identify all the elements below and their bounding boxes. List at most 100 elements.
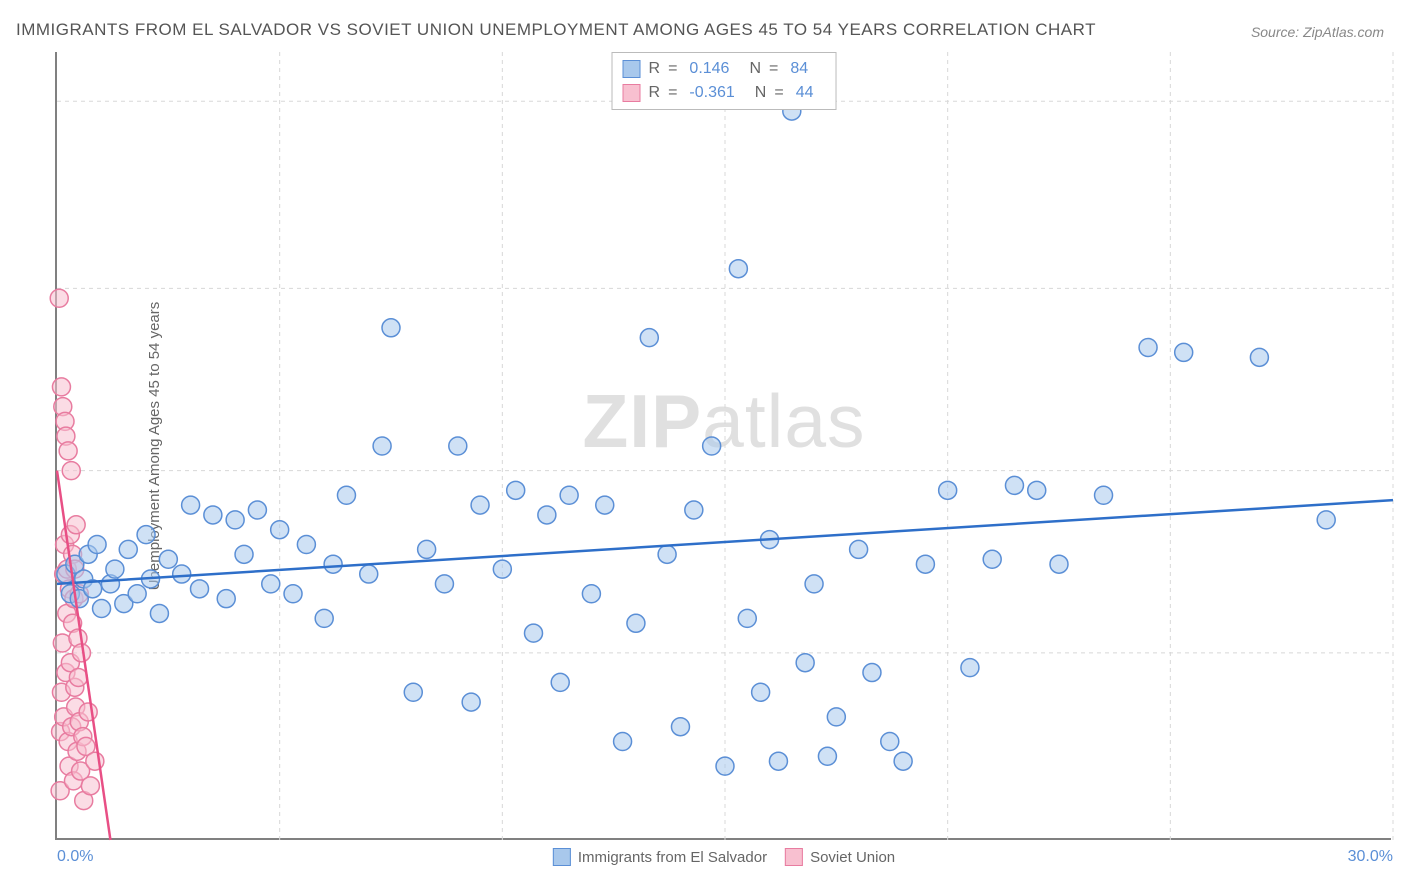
- data-point: [1028, 481, 1046, 499]
- data-point: [191, 580, 209, 598]
- eq-label-p2: =: [774, 84, 783, 102]
- data-point: [59, 442, 77, 460]
- data-point: [850, 540, 868, 558]
- data-point: [373, 437, 391, 455]
- data-point: [150, 604, 168, 622]
- data-point: [805, 575, 823, 593]
- data-point: [729, 260, 747, 278]
- r-label: R: [649, 60, 661, 78]
- data-point: [796, 654, 814, 672]
- data-point: [50, 289, 68, 307]
- data-point: [79, 703, 97, 721]
- legend-swatch-blue-icon: [553, 848, 571, 866]
- data-point: [703, 437, 721, 455]
- data-point: [382, 319, 400, 337]
- data-point: [961, 659, 979, 677]
- data-point: [939, 481, 957, 499]
- data-point: [983, 550, 1001, 568]
- data-point: [1095, 486, 1113, 504]
- data-point: [128, 585, 146, 603]
- legend-item-blue: Immigrants from El Salvador: [553, 848, 767, 866]
- data-point: [525, 624, 543, 642]
- data-point: [827, 708, 845, 726]
- data-point: [658, 545, 676, 563]
- data-point: [217, 590, 235, 608]
- data-point: [894, 752, 912, 770]
- data-point: [671, 718, 689, 736]
- data-point: [360, 565, 378, 583]
- r-label-p: R: [649, 84, 661, 102]
- data-point: [435, 575, 453, 593]
- data-point: [284, 585, 302, 603]
- y-tick-label: 11.2%: [1396, 279, 1406, 297]
- data-point: [1005, 476, 1023, 494]
- data-point: [627, 614, 645, 632]
- data-point: [93, 600, 111, 618]
- data-point: [81, 777, 99, 795]
- data-point: [248, 501, 266, 519]
- data-point: [538, 506, 556, 524]
- data-point: [404, 683, 422, 701]
- plot-area: ZIPatlas R = 0.146 N = 84 R = -0.361 N =…: [55, 52, 1391, 840]
- data-point: [137, 526, 155, 544]
- eq-label-2: =: [769, 60, 778, 78]
- y-tick-label: 7.5%: [1396, 462, 1406, 480]
- legend-item-pink: Soviet Union: [785, 848, 895, 866]
- data-point: [226, 511, 244, 529]
- x-tick-label: 30.0%: [1348, 848, 1393, 866]
- data-point: [738, 609, 756, 627]
- data-point: [507, 481, 525, 499]
- data-point: [418, 540, 436, 558]
- stats-row-pink: R = -0.361 N = 44: [623, 81, 826, 105]
- data-point: [297, 536, 315, 554]
- data-point: [52, 378, 70, 396]
- data-point: [337, 486, 355, 504]
- data-point: [324, 555, 342, 573]
- data-point: [863, 664, 881, 682]
- n-label: N: [749, 60, 761, 78]
- data-point: [1139, 339, 1157, 357]
- chart-title: IMMIGRANTS FROM EL SALVADOR VS SOVIET UN…: [16, 20, 1096, 40]
- data-point: [315, 609, 333, 627]
- data-point: [67, 516, 85, 534]
- legend-label-blue: Immigrants from El Salvador: [578, 849, 767, 866]
- data-point: [235, 545, 253, 563]
- data-point: [262, 575, 280, 593]
- source-label: Source: ZipAtlas.com: [1251, 24, 1384, 40]
- n-value-blue: 84: [790, 60, 808, 78]
- eq-label: =: [668, 60, 677, 78]
- data-point: [173, 565, 191, 583]
- n-value-pink: 44: [796, 84, 814, 102]
- stats-box: R = 0.146 N = 84 R = -0.361 N = 44: [612, 52, 837, 110]
- bottom-legend: Immigrants from El Salvador Soviet Union: [553, 848, 895, 866]
- data-point: [1050, 555, 1068, 573]
- scatter-svg: [57, 52, 1391, 838]
- data-point: [716, 757, 734, 775]
- y-tick-label: 15.0%: [1396, 92, 1406, 110]
- data-point: [881, 733, 899, 751]
- stats-row-blue: R = 0.146 N = 84: [623, 57, 826, 81]
- data-point: [769, 752, 787, 770]
- data-point: [69, 668, 87, 686]
- data-point: [818, 747, 836, 765]
- data-point: [471, 496, 489, 514]
- data-point: [182, 496, 200, 514]
- r-value-pink: -0.361: [689, 84, 734, 102]
- data-point: [462, 693, 480, 711]
- data-point: [582, 585, 600, 603]
- data-point: [916, 555, 934, 573]
- data-point: [271, 521, 289, 539]
- data-point: [106, 560, 124, 578]
- legend-label-pink: Soviet Union: [810, 849, 895, 866]
- data-point: [560, 486, 578, 504]
- swatch-pink-icon: [623, 84, 641, 102]
- x-tick-label: 0.0%: [57, 848, 93, 866]
- legend-swatch-pink-icon: [785, 848, 803, 866]
- data-point: [88, 536, 106, 554]
- data-point: [449, 437, 467, 455]
- data-point: [204, 506, 222, 524]
- r-value-blue: 0.146: [689, 60, 729, 78]
- data-point: [159, 550, 177, 568]
- data-point: [119, 540, 137, 558]
- data-point: [1250, 348, 1268, 366]
